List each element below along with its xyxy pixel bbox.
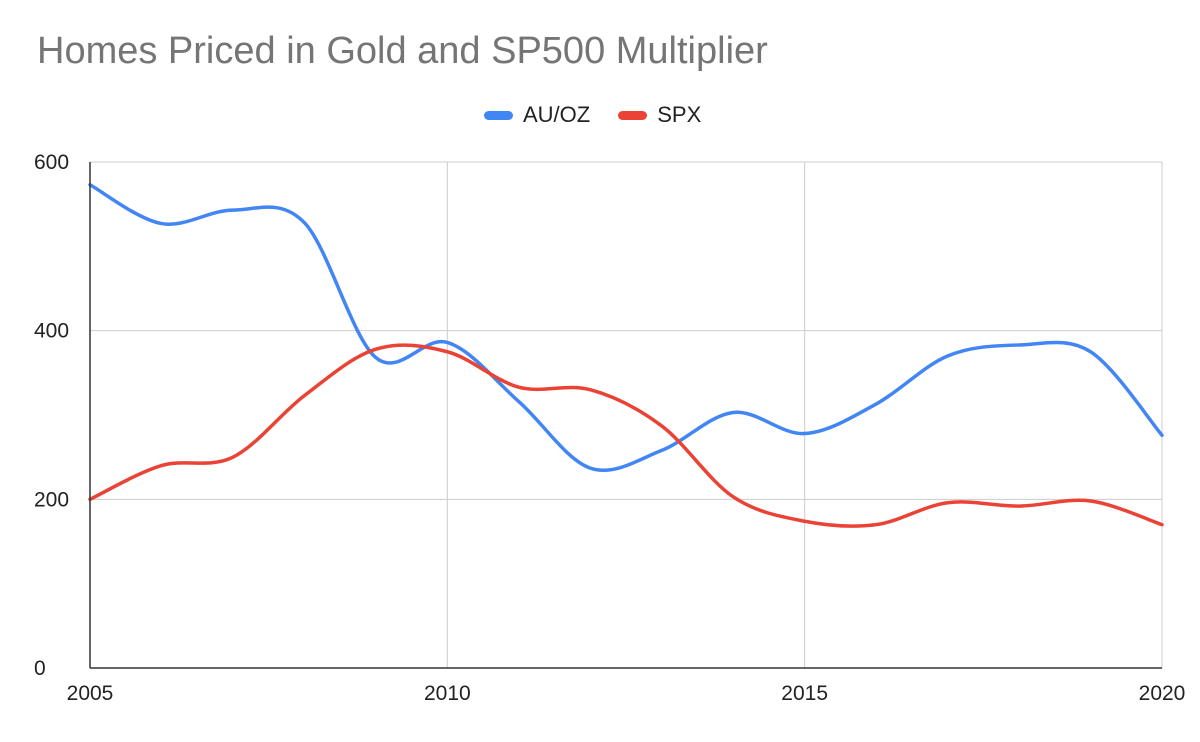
data-point-spx <box>874 523 878 527</box>
y-tick-label: 0 <box>34 657 46 680</box>
data-point-auoz <box>588 466 592 470</box>
data-point-auoz <box>1160 433 1164 437</box>
legend-item-spx[interactable]: SPX <box>618 102 701 128</box>
legend-label-auoz: AU/OZ <box>523 102 591 127</box>
data-point-auoz <box>302 221 306 225</box>
legend-label-spx: SPX <box>657 102 702 127</box>
data-point-spx <box>1089 499 1093 503</box>
y-tick-label: 400 <box>34 320 69 343</box>
series-line-spx <box>88 343 1164 528</box>
data-point-auoz <box>803 432 807 436</box>
x-tick-label: 2010 <box>424 682 471 705</box>
gridlines <box>90 161 1163 668</box>
data-point-auoz <box>731 410 735 414</box>
data-point-auoz <box>159 222 163 226</box>
axes: 0 200 400 600 2005 2010 2015 2020 <box>34 151 1185 705</box>
data-point-auoz <box>946 354 950 358</box>
data-point-spx <box>374 347 378 351</box>
data-point-spx <box>1017 504 1021 508</box>
data-point-spx <box>1160 523 1164 527</box>
data-point-spx <box>231 455 235 459</box>
legend-swatch-auoz <box>484 110 513 120</box>
data-point-spx <box>803 519 807 523</box>
data-point-spx <box>159 464 163 468</box>
data-point-auoz <box>231 208 235 212</box>
data-point-spx <box>946 501 950 505</box>
y-tick-label: 200 <box>34 488 69 511</box>
data-point-spx <box>660 424 664 428</box>
x-tick-label: 2015 <box>781 682 828 705</box>
series-line-auoz <box>88 183 1164 473</box>
data-point-spx <box>588 388 592 392</box>
data-point-auoz <box>1017 343 1021 347</box>
data-point-spx <box>731 495 735 499</box>
x-tick-label: 2005 <box>67 682 114 705</box>
chart-title: Homes Priced in Gold and SP500 Multiplie… <box>37 30 768 72</box>
data-point-auoz <box>445 340 449 344</box>
legend: AU/OZ SPX <box>484 100 701 130</box>
y-tick-label: 600 <box>34 151 69 174</box>
data-point-spx <box>517 385 521 389</box>
legend-swatch-spx <box>618 110 648 120</box>
data-point-spx <box>302 394 306 398</box>
data-point-spx <box>445 350 449 354</box>
data-point-auoz <box>874 402 878 406</box>
series-lines <box>88 183 1164 528</box>
x-tick-label: 2020 <box>1139 682 1186 705</box>
data-point-auoz <box>660 448 664 452</box>
data-point-auoz <box>374 356 378 360</box>
data-point-auoz <box>517 400 521 404</box>
legend-item-auoz[interactable]: AU/OZ <box>484 102 590 128</box>
data-point-auoz <box>1089 350 1093 354</box>
